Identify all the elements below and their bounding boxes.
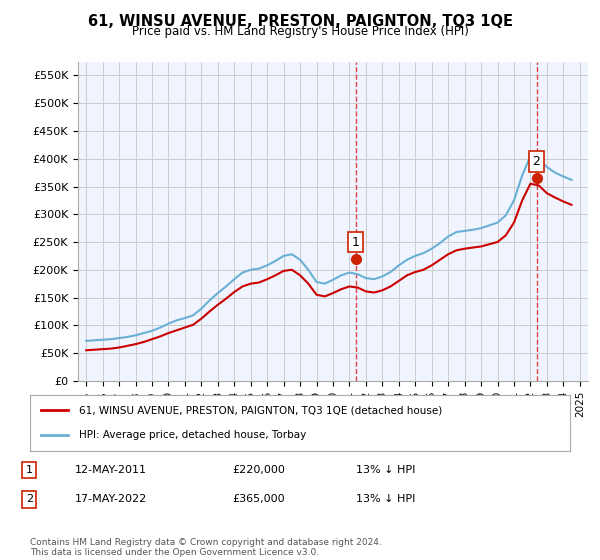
Text: 13% ↓ HPI: 13% ↓ HPI xyxy=(356,494,416,505)
Text: £220,000: £220,000 xyxy=(232,465,285,475)
Text: HPI: Average price, detached house, Torbay: HPI: Average price, detached house, Torb… xyxy=(79,430,306,440)
Text: 2: 2 xyxy=(533,155,541,168)
Text: 61, WINSU AVENUE, PRESTON, PAIGNTON, TQ3 1QE (detached house): 61, WINSU AVENUE, PRESTON, PAIGNTON, TQ3… xyxy=(79,405,442,416)
Text: 1: 1 xyxy=(26,465,33,475)
Text: Contains HM Land Registry data © Crown copyright and database right 2024.
This d: Contains HM Land Registry data © Crown c… xyxy=(30,538,382,557)
Text: 12-MAY-2011: 12-MAY-2011 xyxy=(74,465,146,475)
Text: 13% ↓ HPI: 13% ↓ HPI xyxy=(356,465,416,475)
Text: £365,000: £365,000 xyxy=(232,494,285,505)
Text: 1: 1 xyxy=(352,236,359,249)
Text: 61, WINSU AVENUE, PRESTON, PAIGNTON, TQ3 1QE: 61, WINSU AVENUE, PRESTON, PAIGNTON, TQ3… xyxy=(88,14,512,29)
Text: 17-MAY-2022: 17-MAY-2022 xyxy=(74,494,146,505)
Text: Price paid vs. HM Land Registry's House Price Index (HPI): Price paid vs. HM Land Registry's House … xyxy=(131,25,469,38)
Text: 2: 2 xyxy=(26,494,33,505)
